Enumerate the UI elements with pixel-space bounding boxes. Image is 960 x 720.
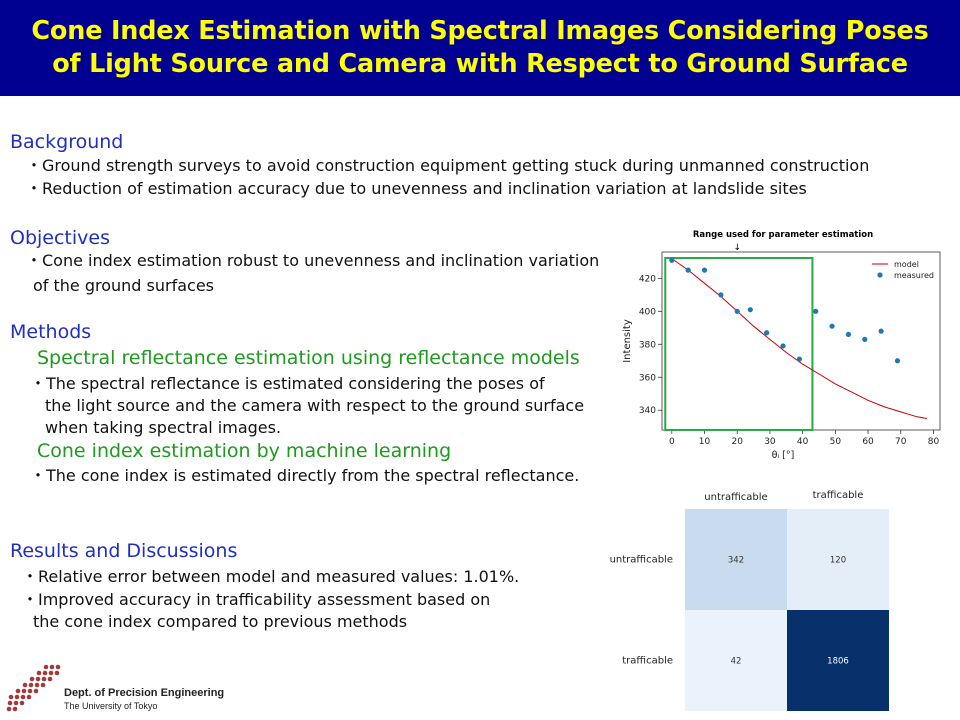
confusion-matrix: 342 120 42 1806 untrafficable trafficable untr… xyxy=(610,490,889,711)
logo-dots-icon xyxy=(6,664,61,712)
measured-point xyxy=(780,343,786,349)
matrix-value-r0-c0: 342 xyxy=(728,556,744,566)
measured-point xyxy=(747,307,753,313)
methods-machine-learning-line: ・The cone index is estimated directly fr… xyxy=(30,466,580,485)
y-tick-label: 400 xyxy=(639,307,656,317)
x-tick-label: 10 xyxy=(699,437,711,447)
background-item-1: ・Ground strength surveys to avoid constr… xyxy=(26,156,870,175)
title-line-2: of Light Source and Camera with Respect … xyxy=(52,49,908,79)
x-axis-label: θᵢ [°] xyxy=(772,450,795,461)
column-label: trafficable xyxy=(813,490,864,501)
measured-point xyxy=(894,358,901,364)
measured-point xyxy=(734,308,740,314)
results-item-line-3: the cone index compared to previous meth… xyxy=(33,612,408,631)
university-logo: Dept. of Precision Engineering The Unive… xyxy=(6,662,246,714)
measured-point xyxy=(718,292,724,298)
intensity-chart: Range used for parameter estimation ↓ 340 3… xyxy=(622,230,941,461)
legend-model-label: model xyxy=(894,260,919,269)
measured-point xyxy=(862,336,868,342)
row-label: untrafficable xyxy=(610,555,673,566)
legend-measured-swatch xyxy=(877,272,883,278)
matrix-cell-r0-c0 xyxy=(685,509,787,610)
row-label: trafficable xyxy=(622,656,673,667)
parameter-range-box xyxy=(664,257,814,431)
matrix-cell-r1-c1 xyxy=(787,610,889,711)
measured-point xyxy=(829,323,835,329)
x-tick-label: 0 xyxy=(669,437,675,447)
x-tick-label: 80 xyxy=(928,437,940,447)
objectives-item-line-2: of the ground surfaces xyxy=(33,276,215,295)
measured-point xyxy=(764,330,770,336)
y-tick-label: 420 xyxy=(639,274,656,284)
matrix-cell-r1-c0 xyxy=(685,610,787,711)
logo-department-name: Dept. of Precision Engineering xyxy=(64,687,224,699)
measured-point xyxy=(796,356,802,362)
results-heading: Results and Discussions xyxy=(10,540,238,562)
background-item-2: ・Reduction of estimation accuracy due to… xyxy=(26,179,807,198)
x-tick-label: 60 xyxy=(862,437,874,447)
measured-point xyxy=(845,331,852,338)
measured-point xyxy=(813,308,819,314)
series-model-line xyxy=(671,258,927,419)
x-tick-label: 30 xyxy=(764,437,776,447)
range-arrow-icon: ↓ xyxy=(733,243,741,253)
measured-point xyxy=(685,267,691,273)
methods-reflectance-line-2: the light source and the camera with res… xyxy=(45,396,585,415)
measured-point xyxy=(701,267,708,273)
matrix-value-r1-c0: 42 xyxy=(731,657,742,667)
objectives-item-line-1: ・Cone index estimation robust to unevenn… xyxy=(26,251,600,270)
legend-measured-label: measured xyxy=(894,271,934,280)
x-tick-label: 70 xyxy=(895,437,907,447)
background-heading: Background xyxy=(10,131,124,153)
x-tick-label: 40 xyxy=(797,437,809,447)
title-banner: Cone Index Estimation with Spectral Imag… xyxy=(0,0,960,96)
y-axis-label: Intensity xyxy=(622,319,633,363)
chart-title: Range used for parameter estimation xyxy=(693,230,873,240)
y-tick-label: 360 xyxy=(639,373,656,383)
results-item-line-2: ・Improved accuracy in trafficability ass… xyxy=(22,590,491,609)
methods-subheading-reflectance: Spectral reflectance estimation using re… xyxy=(37,347,580,369)
methods-subheading-machine-learning: Cone index estimation by machine learnin… xyxy=(37,440,452,462)
logo-university-name: The University of Tokyo xyxy=(64,701,157,711)
results-item-line-1: ・Relative error between model and measur… xyxy=(22,567,520,586)
objectives-heading: Objectives xyxy=(10,227,110,249)
methods-heading: Methods xyxy=(10,321,92,343)
methods-reflectance-line-3: when taking spectral images. xyxy=(45,418,282,437)
title-line-1: Cone Index Estimation with Spectral Imag… xyxy=(31,16,929,46)
measured-point xyxy=(669,257,675,263)
matrix-value-r1-c1: 1806 xyxy=(827,657,849,667)
x-tick-label: 20 xyxy=(731,437,743,447)
y-tick-label: 380 xyxy=(639,340,656,350)
x-tick-label: 50 xyxy=(830,437,842,447)
y-tick-label: 340 xyxy=(639,406,656,416)
methods-reflectance-line-1: ・The spectral reflectance is estimated c… xyxy=(30,374,545,393)
matrix-cell-r0-c1 xyxy=(787,509,889,610)
measured-point xyxy=(878,328,884,334)
matrix-value-r0-c1: 120 xyxy=(830,556,846,566)
column-label: untrafficable xyxy=(704,492,767,503)
